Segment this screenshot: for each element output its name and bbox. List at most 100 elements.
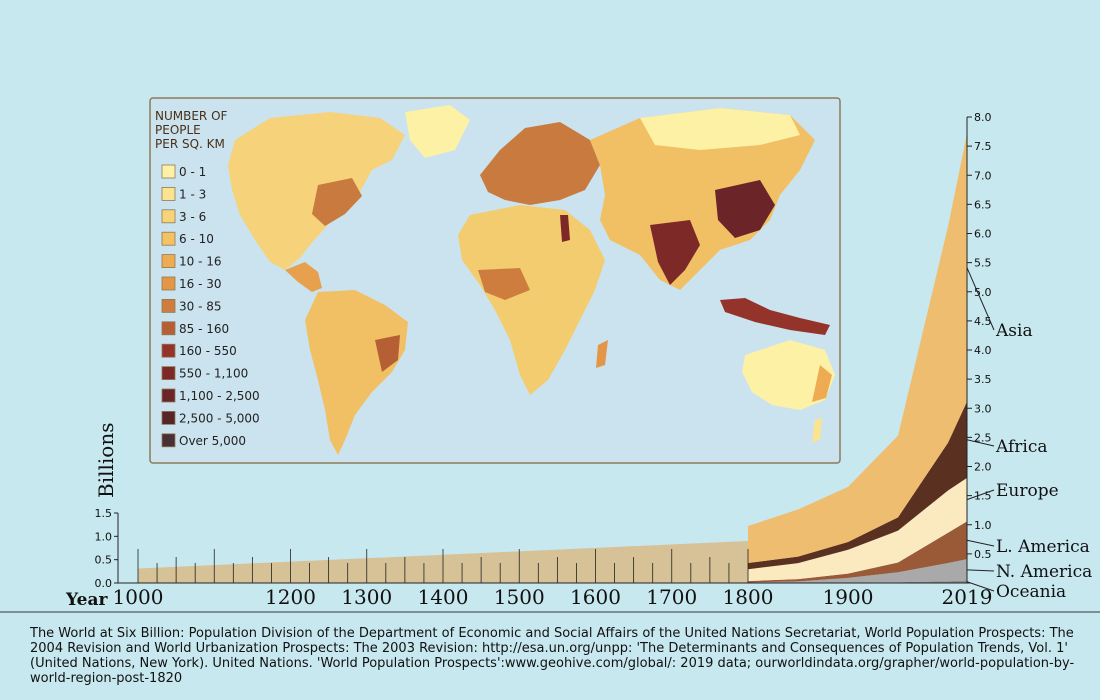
area-l-america: [748, 521, 967, 583]
right-y-tick-label-4: 2.5: [974, 431, 992, 444]
leader-oceania: [966, 581, 995, 592]
x-tick-label-1400: 1400: [418, 585, 469, 609]
map-legend: NUMBER OF PEOPLE PER SQ. KM 0 - 1 1 - 3 3 …: [155, 109, 260, 448]
x-tick-label-1800: 1800: [723, 585, 774, 609]
right-y-tick-label-6: 3.5: [974, 373, 992, 386]
x-tick-label-1500: 1500: [494, 585, 545, 609]
greenland-shape: [405, 105, 470, 158]
area-asia: [748, 133, 967, 564]
left-y-tick-label-3: 1.5: [95, 507, 113, 520]
legend-label-8: 160 - 550: [179, 344, 237, 358]
legend-label-11: 2,500 - 5,000: [179, 411, 260, 425]
legend-swatch-11: [161, 410, 176, 425]
legend-title-line-2: PEOPLE: [155, 123, 201, 137]
legend-swatch-2: [161, 209, 176, 224]
legend-title-line-1: NUMBER OF: [155, 109, 228, 123]
series-label-n-america: N. America: [996, 562, 1092, 582]
x-tick-label-2019: 2019: [942, 585, 993, 609]
nile-density: [560, 215, 570, 242]
central-america-shape: [285, 262, 322, 292]
legend-label-6: 30 - 85: [179, 299, 222, 313]
right-y-tick-label-7: 4.0: [974, 344, 992, 357]
legend-label-1: 1 - 3: [179, 187, 206, 201]
asia-shape: [590, 108, 815, 290]
area-oceania: [748, 580, 967, 583]
right-y-tick-label-12: 6.5: [974, 198, 992, 211]
leader-africa: [966, 439, 995, 447]
europe-shape: [480, 122, 600, 205]
leader-l-america: [966, 539, 995, 547]
series-label-africa: Africa: [995, 437, 1048, 457]
y-axis-label: Billions: [94, 423, 118, 498]
north-america-east-density: [312, 178, 362, 226]
legend-swatch-12: [161, 433, 176, 448]
series-label-l-america: L. America: [996, 537, 1090, 557]
australia-east-coast: [812, 365, 832, 402]
right-y-tick-label-9: 5.0: [974, 286, 992, 299]
x-tick-label-1200: 1200: [265, 585, 316, 609]
right-y-tick-label-10: 5.5: [974, 257, 992, 270]
area-africa: [748, 401, 967, 570]
x-tick-label-1000: 1000: [113, 585, 164, 609]
area-europe: [748, 477, 967, 582]
population-density-map: NUMBER OF PEOPLE PER SQ. KM 0 - 1 1 - 3 3 …: [149, 97, 841, 464]
siberia-sparse: [640, 108, 800, 150]
legend-swatch-9: [161, 366, 176, 381]
india-density: [650, 220, 700, 285]
right-y-tick-label-14: 7.5: [974, 140, 992, 153]
x-tick-label-1300: 1300: [341, 585, 392, 609]
leader-n-america: [966, 569, 995, 572]
legend-label-7: 85 - 160: [179, 322, 229, 336]
legend-swatch-5: [161, 276, 176, 291]
south-america-coast-density: [375, 335, 400, 372]
legend-swatch-8: [161, 343, 176, 358]
legend-label-12: Over 5,000: [179, 434, 246, 448]
australia-shape: [742, 340, 835, 410]
right-y-tick-label-1: 1.0: [974, 519, 992, 532]
legend-swatch-6: [161, 298, 176, 313]
madagascar-shape: [596, 340, 608, 368]
x-tick-label-1600: 1600: [570, 585, 621, 609]
legend-label-10: 1,100 - 2,500: [179, 389, 260, 403]
right-y-tick-label-15: 8.0: [974, 111, 992, 124]
chart-axes: 0.00.51.01.50.51.01.52.02.53.03.54.04.55…: [95, 111, 1093, 609]
right-y-tick-label-8: 4.5: [974, 315, 992, 328]
legend-items: 0 - 1 1 - 3 3 - 6 6 - 10 10 - 16 16 - 30 30 - …: [161, 164, 260, 448]
right-y-tick-label-3: 2.0: [974, 461, 992, 474]
series-label-oceania: Oceania: [996, 582, 1066, 602]
legend-label-4: 10 - 16: [179, 255, 222, 269]
south-america-shape: [305, 290, 408, 455]
indonesia-shape: [720, 298, 830, 335]
leader-asia: [966, 267, 995, 331]
legend-label-2: 3 - 6: [179, 210, 206, 224]
legend-label-5: 16 - 30: [179, 277, 222, 291]
legend-label-3: 6 - 10: [179, 232, 214, 246]
new-zealand-shape: [812, 418, 822, 442]
right-y-tick-label-5: 3.0: [974, 402, 992, 415]
legend-label-9: 550 - 1,100: [179, 367, 248, 381]
legend-swatch-0: [161, 164, 176, 179]
legend-swatch-7: [161, 321, 176, 336]
right-y-tick-label-13: 7.0: [974, 169, 992, 182]
legend-swatch-4: [161, 254, 176, 269]
china-density: [715, 180, 775, 238]
africa-west-density: [478, 268, 530, 300]
x-tick-label-1700: 1700: [646, 585, 697, 609]
legend-title-line-3: PER SQ. KM: [155, 137, 225, 151]
right-y-tick-label-11: 6.0: [974, 228, 992, 241]
legend-swatch-1: [161, 186, 176, 201]
right-y-tick-label-0: 0.5: [974, 548, 992, 561]
x-tick-label-1900: 1900: [823, 585, 874, 609]
area-n-america: [748, 559, 967, 583]
left-y-tick-label-2: 1.0: [95, 530, 113, 543]
africa-shape: [458, 205, 605, 395]
series-label-europe: Europe: [996, 481, 1059, 501]
legend-swatch-3: [161, 231, 176, 246]
continents: [228, 105, 835, 455]
north-america-shape: [228, 112, 405, 270]
leader-europe: [966, 489, 995, 501]
legend-label-0: 0 - 1: [179, 165, 206, 179]
legend-swatch-10: [161, 388, 176, 403]
left-y-tick-label-0: 0.0: [95, 577, 113, 590]
